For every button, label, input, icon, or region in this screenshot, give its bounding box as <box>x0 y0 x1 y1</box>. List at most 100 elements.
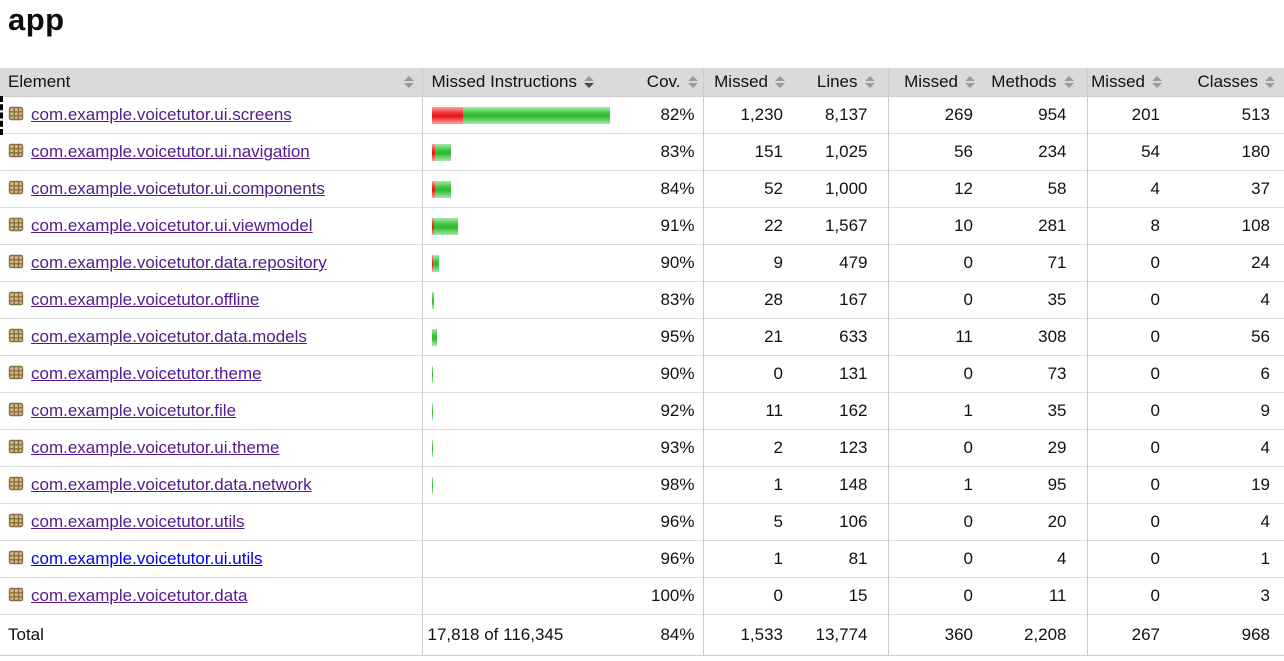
package-link[interactable]: com.example.voicetutor.ui.theme <box>31 438 280 457</box>
header-missed-classes[interactable]: Missed <box>1086 68 1170 97</box>
table-row: com.example.voicetutor.ui.navigation 83%… <box>0 133 1284 171</box>
missed-methods-value: 0 <box>887 429 983 467</box>
lines-value: 8,137 <box>793 96 888 134</box>
coverage-bar-covered <box>432 254 439 272</box>
missed-lines-value: 2 <box>702 429 793 467</box>
coverage-bar <box>431 291 610 309</box>
package-icon <box>8 512 24 533</box>
header-cov[interactable]: Cov. <box>612 68 703 97</box>
missed-lines-value: 0 <box>702 577 793 615</box>
coverage-bar-covered <box>434 143 451 161</box>
package-link[interactable]: com.example.voicetutor.data.network <box>31 475 312 494</box>
coverage-bar <box>432 514 610 531</box>
classes-value: 1 <box>1260 549 1270 568</box>
classes-value: 19 <box>1251 475 1270 494</box>
coverage-bar <box>431 254 610 272</box>
classes-value: 4 <box>1260 512 1270 531</box>
package-link[interactable]: com.example.voicetutor.offline <box>31 290 260 309</box>
package-link[interactable]: com.example.voicetutor.data <box>31 586 248 605</box>
missed-lines-value: 52 <box>702 170 793 208</box>
coverage-bar-covered <box>431 365 433 383</box>
total-classes: 968 <box>1241 625 1270 644</box>
header-lines[interactable]: Lines <box>793 68 888 97</box>
coverage-bar-covered <box>431 476 433 494</box>
methods-value: 58 <box>1047 179 1067 198</box>
coverage-bar-covered <box>431 402 433 420</box>
table-row: com.example.voicetutor.ui.theme 93% 2 12… <box>0 429 1284 467</box>
package-link[interactable]: com.example.voicetutor.utils <box>31 512 245 531</box>
methods-value: 281 <box>1038 216 1067 235</box>
methods-value: 308 <box>1038 327 1067 346</box>
classes-value: 56 <box>1251 327 1270 346</box>
package-link[interactable]: com.example.voicetutor.ui.components <box>31 179 325 198</box>
total-cov: 84% <box>660 625 695 644</box>
missed-methods-value: 1 <box>887 392 983 430</box>
lines-value: 81 <box>848 549 868 568</box>
missed-classes-value: 0 <box>1086 244 1170 282</box>
missed-classes-value: 4 <box>1086 170 1170 208</box>
classes-value: 6 <box>1260 364 1270 383</box>
missed-lines-value: 1,230 <box>702 96 793 134</box>
cov-value: 83% <box>660 142 695 161</box>
lines-value: 106 <box>839 512 868 531</box>
methods-value: 954 <box>983 96 1087 134</box>
package-link[interactable]: com.example.voicetutor.ui.viewmodel <box>31 216 313 235</box>
total-missed-lines: 1,533 <box>702 614 793 656</box>
classes-value: 37 <box>1251 179 1270 198</box>
header-missed-lines[interactable]: Missed <box>702 68 793 97</box>
table-header-row: Element Missed Instructions Cov. Missed <box>0 68 1284 97</box>
header-missed-lines-label: Missed <box>714 72 768 91</box>
table-row: com.example.voicetutor.theme 90% 0 131 0… <box>0 355 1284 393</box>
package-icon <box>8 105 24 126</box>
package-link[interactable]: com.example.voicetutor.data.models <box>31 327 307 346</box>
table-row: com.example.voicetutor.file 92% 11 162 1… <box>0 392 1284 430</box>
table-row: com.example.voicetutor.data 100% 0 15 0 … <box>0 577 1284 615</box>
cov-value: 90% <box>660 253 695 272</box>
missed-classes-value: 0 <box>1086 503 1170 541</box>
classes-value: 9 <box>1260 401 1270 420</box>
missed-classes-value: 0 <box>1086 466 1170 504</box>
missed-methods-value: 0 <box>887 503 983 541</box>
package-link[interactable]: com.example.voicetutor.theme <box>31 364 262 383</box>
sort-arrows-icon <box>1063 76 1074 88</box>
header-missed-instructions[interactable]: Missed Instructions <box>421 68 612 97</box>
methods-value: 35 <box>1047 401 1067 420</box>
header-classes[interactable]: Classes <box>1170 68 1284 97</box>
cov-value: 91% <box>660 216 695 235</box>
coverage-bar-covered <box>431 328 437 346</box>
sort-arrows-icon <box>1265 76 1275 88</box>
cov-value: 98% <box>660 475 695 494</box>
missed-lines-value: 1 <box>702 540 793 578</box>
table-row: com.example.voicetutor.data.network 98% … <box>0 466 1284 504</box>
package-link[interactable]: com.example.voicetutor.ui.utils <box>31 549 263 568</box>
header-methods[interactable]: Methods <box>983 68 1087 97</box>
missed-methods-value: 11 <box>887 318 983 356</box>
header-element[interactable]: Element <box>0 68 422 97</box>
package-link[interactable]: com.example.voicetutor.ui.navigation <box>31 142 310 161</box>
missed-lines-value: 22 <box>702 207 793 245</box>
coverage-bar-covered <box>434 180 451 198</box>
package-icon <box>8 475 24 496</box>
missed-methods-value: 0 <box>887 540 983 578</box>
cov-value: 93% <box>660 438 695 457</box>
header-methods-label: Methods <box>991 72 1057 91</box>
header-missed-methods[interactable]: Missed <box>887 68 983 97</box>
table-row: com.example.voicetutor.data.models 95% 2… <box>0 318 1284 356</box>
package-icon <box>8 179 24 200</box>
sort-desc-icon <box>584 76 594 88</box>
total-row: Total 17,818 of 116,345 84% 1,533 13,774… <box>0 614 1284 656</box>
missed-methods-value: 0 <box>887 244 983 282</box>
cov-value: 84% <box>660 179 695 198</box>
coverage-bar-missed <box>431 143 435 161</box>
package-link[interactable]: com.example.voicetutor.ui.screens <box>31 105 292 124</box>
sort-arrows-icon <box>687 76 698 88</box>
package-link[interactable]: com.example.voicetutor.file <box>31 401 237 420</box>
lines-value: 1,000 <box>824 179 868 198</box>
package-icon <box>8 586 24 607</box>
package-link[interactable]: com.example.voicetutor.data.repository <box>31 253 327 272</box>
header-lines-label: Lines <box>816 72 858 91</box>
missed-lines-value: 11 <box>702 392 793 430</box>
sort-arrows-icon <box>403 76 414 88</box>
total-missed-instructions: 17,818 of 116,345 <box>421 614 612 656</box>
methods-value: 71 <box>1047 253 1067 272</box>
